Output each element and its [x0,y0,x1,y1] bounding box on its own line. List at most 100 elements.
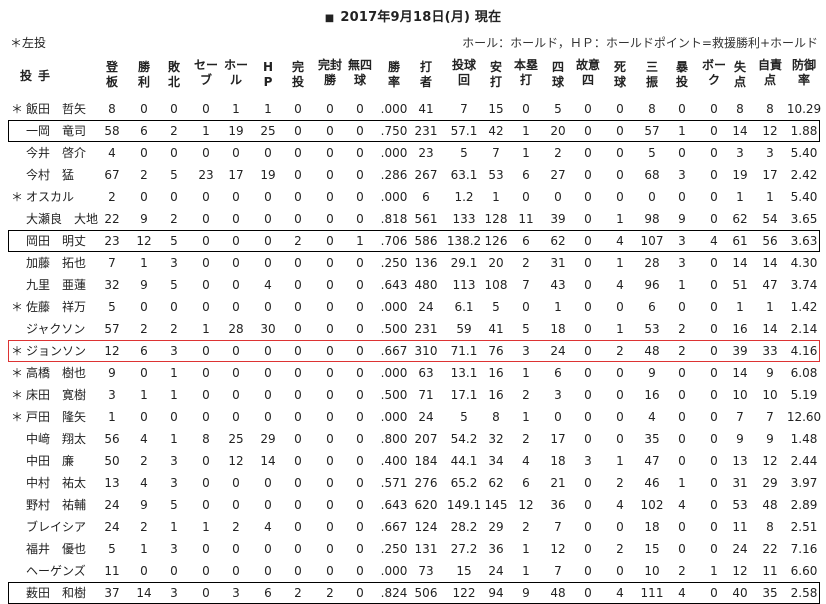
stat-cell: 4 [140,476,148,490]
stat-cell: 0 [522,190,530,204]
table-row: 今井 啓介 4 0 0 0 0 0 0 0 0 .000 23 5 7 1 2 0 0 5 0 0 3 3 5.40 [8,142,820,164]
stat-cell: 0 [140,410,148,424]
stat-cell: 0 [202,300,210,314]
stat-cell: 0 [326,256,334,270]
stat-cell: 184 [414,454,438,468]
stat-cell: 1.48 [790,432,818,446]
header-col-7: 完封勝 [317,58,342,87]
stat-cell: .000 [380,564,408,578]
stat-cell: 0 [584,498,592,512]
stat-cell: 0 [326,234,334,248]
stat-cell: 0 [202,388,210,402]
header-col-8: 無四球 [347,58,372,87]
stat-cell: 50 [104,454,120,468]
table-row: ＊床田 寛樹 3 1 1 0 0 0 0 0 0.500 71 17.1 16 2 3 0 0 16 0 0 10 10 5… [8,384,820,406]
lefty-mark: ＊ [11,388,24,402]
stat-cell: 11 [732,520,748,534]
stat-cell: .643 [380,498,408,512]
stat-cell: 133 [452,212,476,226]
stat-cell: 35 [762,586,778,600]
stat-cell: 0 [584,520,592,534]
stat-cell: 0 [710,322,718,336]
stat-cell: 14 [732,256,748,270]
stat-cell: 10.29 [786,102,822,116]
stat-cell: 4 [710,234,718,248]
stat-cell: 2.58 [790,586,818,600]
stat-cell: 0 [584,476,592,490]
stat-cell: 0 [294,256,302,270]
stat-cell: 2 [140,520,148,534]
stat-cell: 0 [140,102,148,116]
stat-cell: 16 [488,366,504,380]
pitcher-name: 中田 廉 [26,454,75,468]
stat-cell: 0 [232,542,240,556]
stat-cell: 29.1 [450,256,478,270]
stat-cell: 7 [736,410,744,424]
stat-cell: 0 [264,410,272,424]
header-col-17: 三振 [645,60,658,89]
header-col-4: ホール [223,58,248,87]
stat-cell: 0 [356,564,364,578]
table-row: 岡田 明丈 23 12 5 0 0 0 2 0 1 .706 586 138.2 126 6 62 0 4 107 3… [8,230,820,252]
stat-cell: 1 [264,102,272,116]
stat-cell: 0 [616,432,624,446]
stat-cell: 2 [522,432,530,446]
header-col-12: 安打 [489,60,502,89]
stat-cell: 5 [170,278,178,292]
stat-cell: 67 [104,168,120,182]
stat-cell: 42 [488,124,504,138]
stat-cell: 0 [356,366,364,380]
stat-cell: 13 [732,454,748,468]
stat-cell: 0 [232,190,240,204]
pitcher-name: 戸田 隆矢 [26,410,87,424]
stat-cell: 276 [414,476,438,490]
stat-cell: 0 [232,344,240,358]
stat-cell: 12 [228,454,244,468]
stat-cell: 0 [678,542,686,556]
stat-cell: 7 [522,278,530,292]
stat-cell: 12 [732,564,748,578]
pitcher-name: 床田 寛樹 [26,388,87,402]
stat-cell: 0 [584,256,592,270]
stat-cell: 0 [232,212,240,226]
stat-cell: 9 [140,498,148,512]
stat-cell: 3 [232,586,240,600]
stat-cell: 15 [644,542,660,556]
stat-cell: 37 [104,586,120,600]
stat-cell: 0 [356,124,364,138]
stat-cell: 2.14 [790,322,818,336]
lefty-legend: ＊左投 [10,36,47,50]
stat-cell: 1 [678,278,686,292]
stat-cell: 8 [108,102,116,116]
stat-cell: 0 [584,124,592,138]
stat-cell: 8 [766,102,774,116]
stat-cell: 0 [710,498,718,512]
stat-cell: .800 [380,432,408,446]
stat-cell: 35 [644,432,660,446]
stat-cell: 23 [198,168,214,182]
stat-cell: 3 [170,476,178,490]
stat-cell: 0 [202,146,210,160]
stat-cell: 62 [550,234,566,248]
stat-cell: 0 [202,102,210,116]
stat-cell: 0 [326,322,334,336]
header-col-10: 打者 [419,60,432,89]
stat-cell: 0 [710,388,718,402]
stat-cell: 0 [356,586,364,600]
stat-cell: 5.40 [790,146,818,160]
stat-cell: 98 [644,212,660,226]
stat-cell: 29 [488,520,504,534]
stat-cell: 6.08 [790,366,818,380]
stat-cell: 1 [140,388,148,402]
stat-cell: 0 [710,432,718,446]
stat-cell: 12 [518,498,534,512]
stat-cell: 8 [492,410,500,424]
stat-cell: 24 [418,300,434,314]
stat-cell: 9 [766,366,774,380]
stat-cell: 0 [202,564,210,578]
stat-cell: 53 [732,498,748,512]
stat-cell: 1 [766,300,774,314]
stat-cell: 6.1 [454,300,474,314]
stat-cell: 0 [616,168,624,182]
stat-cell: 138.2 [446,234,482,248]
